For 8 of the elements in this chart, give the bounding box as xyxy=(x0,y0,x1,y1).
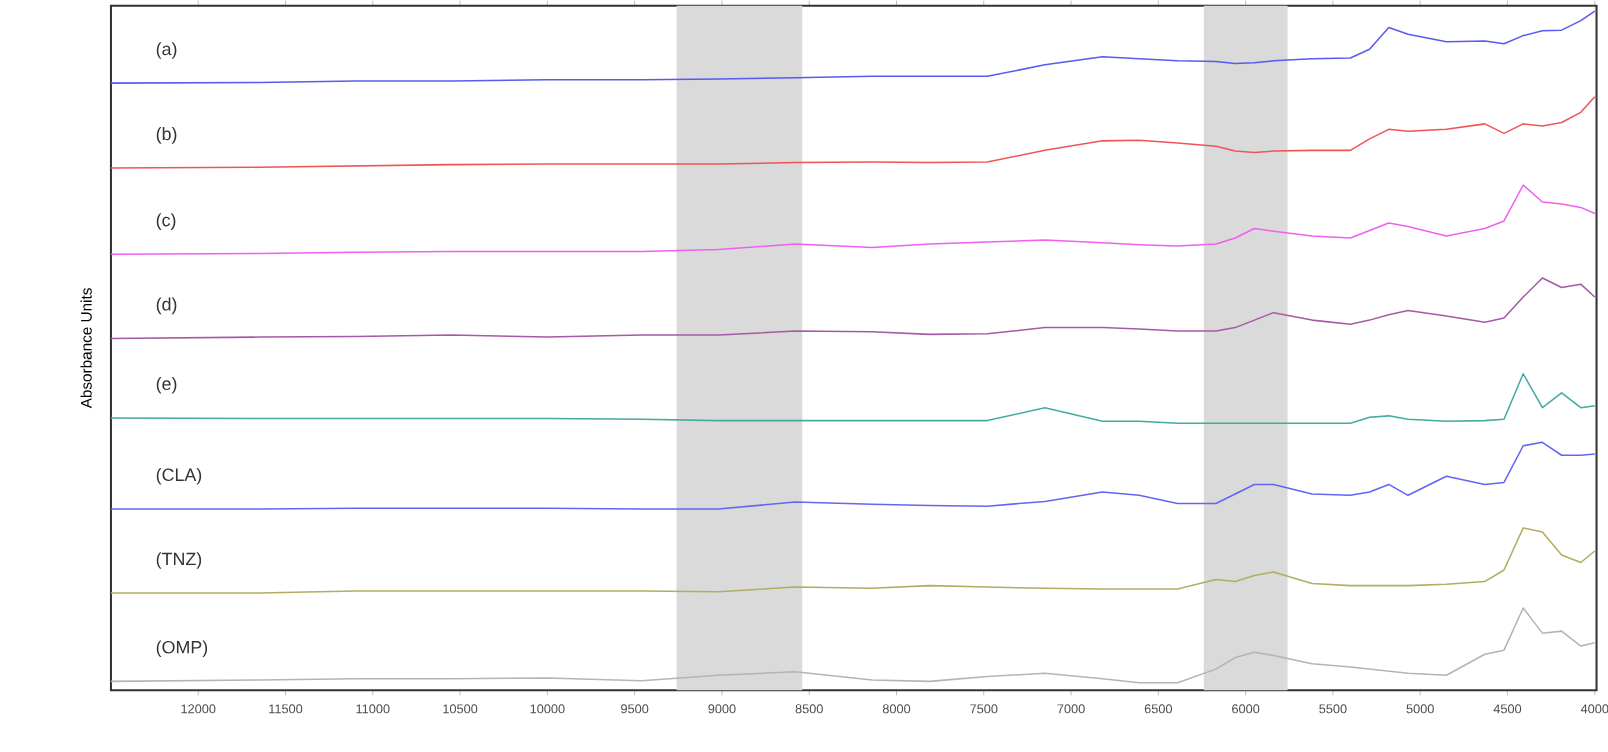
series-label: (b) xyxy=(156,127,177,145)
series-label: (e) xyxy=(156,377,177,394)
series-label: (d) xyxy=(156,297,177,315)
series-label: (c) xyxy=(156,213,176,231)
series-label: (OMP) xyxy=(156,640,208,658)
series-label: (CLA) xyxy=(156,468,202,485)
series-label: (TNZ) xyxy=(156,552,202,570)
series-label: (a) xyxy=(156,42,177,60)
